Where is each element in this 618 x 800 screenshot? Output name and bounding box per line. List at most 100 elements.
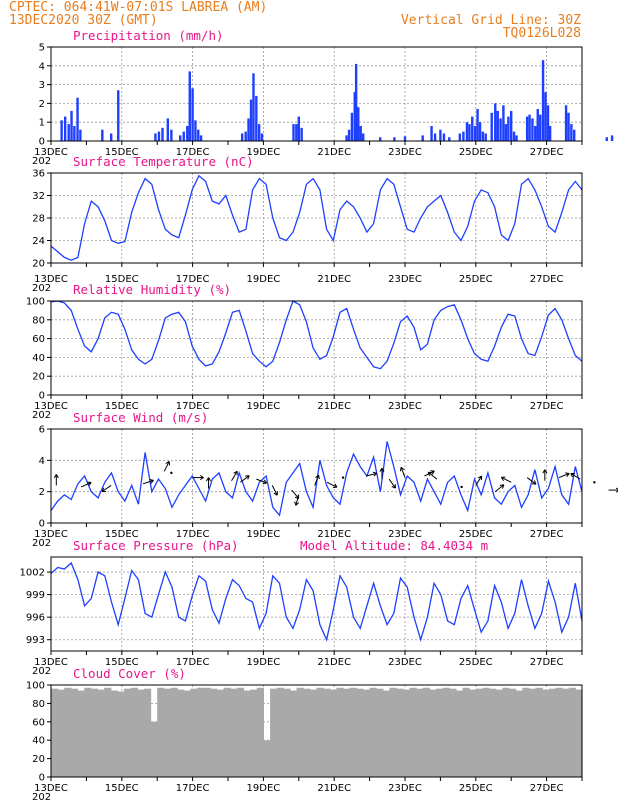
wind-arrow-head	[247, 475, 250, 480]
wind-arrow	[388, 478, 396, 489]
cloud-bar	[362, 689, 371, 777]
precip-bar	[249, 99, 253, 141]
precip-bar	[476, 109, 479, 141]
wind-arrow-head	[399, 467, 402, 472]
precip-bar	[531, 118, 534, 141]
precip-bar	[292, 124, 295, 141]
precip-bar	[439, 129, 442, 141]
precip-bar	[197, 129, 200, 141]
cloud-bar	[535, 687, 543, 777]
precip-bar	[539, 114, 542, 141]
precip-bar	[515, 135, 518, 141]
x-tick-label: 19DEC	[247, 529, 281, 540]
precip-bar	[536, 109, 539, 141]
cloud-bar	[435, 688, 444, 777]
cloud-bar	[515, 690, 523, 777]
precip-bar	[393, 137, 396, 141]
precip-bar	[350, 112, 354, 141]
cloud-bar	[223, 687, 231, 777]
rh-series-line	[50, 300, 583, 370]
wind-arrow	[494, 484, 505, 493]
precip-bar	[101, 129, 104, 141]
wind-arrow-head	[262, 482, 267, 485]
wind-arrow	[240, 475, 250, 483]
cloud-bar	[243, 690, 251, 777]
y-tick-label: 80	[32, 315, 45, 326]
precip-bar	[490, 112, 493, 141]
x-tick-label: 19DEC	[247, 147, 281, 158]
wind-arrow	[570, 473, 581, 480]
cloud-bar	[51, 688, 59, 777]
panel-title-precip: Precipitation (mm/h)	[73, 28, 224, 43]
cloud-bar	[356, 688, 364, 777]
cloud-bar	[422, 687, 430, 777]
precip-bar	[499, 118, 502, 141]
x-tick-label: 27DEC	[530, 274, 564, 285]
cloud-bar	[429, 689, 437, 777]
wind-arrow-head	[565, 472, 570, 474]
wind-arrow-head	[500, 477, 504, 481]
precip-bar	[534, 125, 537, 141]
x-tick-label: 13DEC	[34, 401, 68, 412]
precip-bar	[448, 137, 451, 141]
x-tick-label: 17DEC	[176, 147, 210, 158]
panel-wind: 0 2 4 6 13DEC 15DEC 17DEC 19DEC 21DEC 23DEC 25DEC 2…	[32, 410, 618, 549]
x-year-fragment: 202	[32, 666, 51, 677]
precip-bar	[188, 71, 191, 141]
cloud-bar	[97, 689, 105, 777]
cloud-bar	[104, 687, 112, 777]
precip-bar	[79, 129, 82, 141]
x-tick-label: 19DEC	[247, 657, 281, 668]
precip-bar	[60, 120, 63, 141]
cloud-bar	[329, 689, 338, 777]
precip-bar	[295, 124, 298, 141]
x-year-fragment: 202	[32, 156, 51, 167]
precip-bar	[525, 116, 529, 141]
x-tick-label: 23DEC	[388, 529, 422, 540]
cloud-bar	[316, 687, 324, 777]
y-tick-label: 993	[26, 635, 45, 646]
y-tick-label: 4	[39, 456, 45, 467]
cloud-bar	[90, 688, 99, 777]
precip-bar	[166, 118, 170, 141]
cloud-bar	[303, 688, 311, 777]
cloud-bar	[462, 687, 470, 777]
cloud-bar	[575, 689, 583, 777]
x-tick-label: 17DEC	[176, 274, 210, 285]
x-tick-label: 17DEC	[176, 401, 210, 412]
cloud-bar	[276, 687, 284, 777]
y-tick-label: 80	[32, 699, 45, 710]
wind-arrow-head	[428, 471, 433, 474]
y-tick-label: 2	[39, 487, 45, 498]
wind-series-line	[50, 441, 583, 517]
cloud-bar	[263, 740, 271, 777]
cloud-bar	[270, 688, 278, 777]
cloud-bar	[124, 688, 132, 777]
x-tick-label: 13DEC	[34, 147, 68, 158]
x-tick-label: 13DEC	[34, 274, 68, 285]
x-tick-label: 25DEC	[459, 274, 493, 285]
header-date: 13DEC2020 30Z (GMT)	[9, 13, 158, 28]
wind-arrow	[475, 475, 483, 486]
panel-frame	[50, 300, 583, 396]
x-tick-label: 13DEC	[34, 783, 68, 794]
cloud-bar	[64, 687, 72, 777]
wind-arrow-head	[570, 473, 574, 478]
y-tick-label: 0	[39, 137, 45, 148]
x-tick-label: 17DEC	[176, 657, 210, 668]
x-tick-label: 25DEC	[459, 147, 493, 158]
header-model-id: TQ0126L028	[502, 26, 581, 41]
wind-arrow	[365, 472, 377, 477]
x-tick-label: 21DEC	[317, 783, 351, 794]
precip-bar	[471, 116, 474, 141]
y-tick-label: 60	[32, 717, 45, 728]
pres-series-line	[50, 561, 583, 642]
precip-bar	[421, 135, 424, 141]
x-tick-label: 15DEC	[105, 401, 139, 412]
cloud-bar	[389, 687, 397, 777]
wind-arrow-head	[315, 474, 319, 478]
cloud-bar	[163, 688, 172, 777]
wind-arrow-head	[318, 475, 320, 480]
y-tick-label: 6	[39, 425, 45, 436]
panel-frame	[50, 556, 583, 652]
